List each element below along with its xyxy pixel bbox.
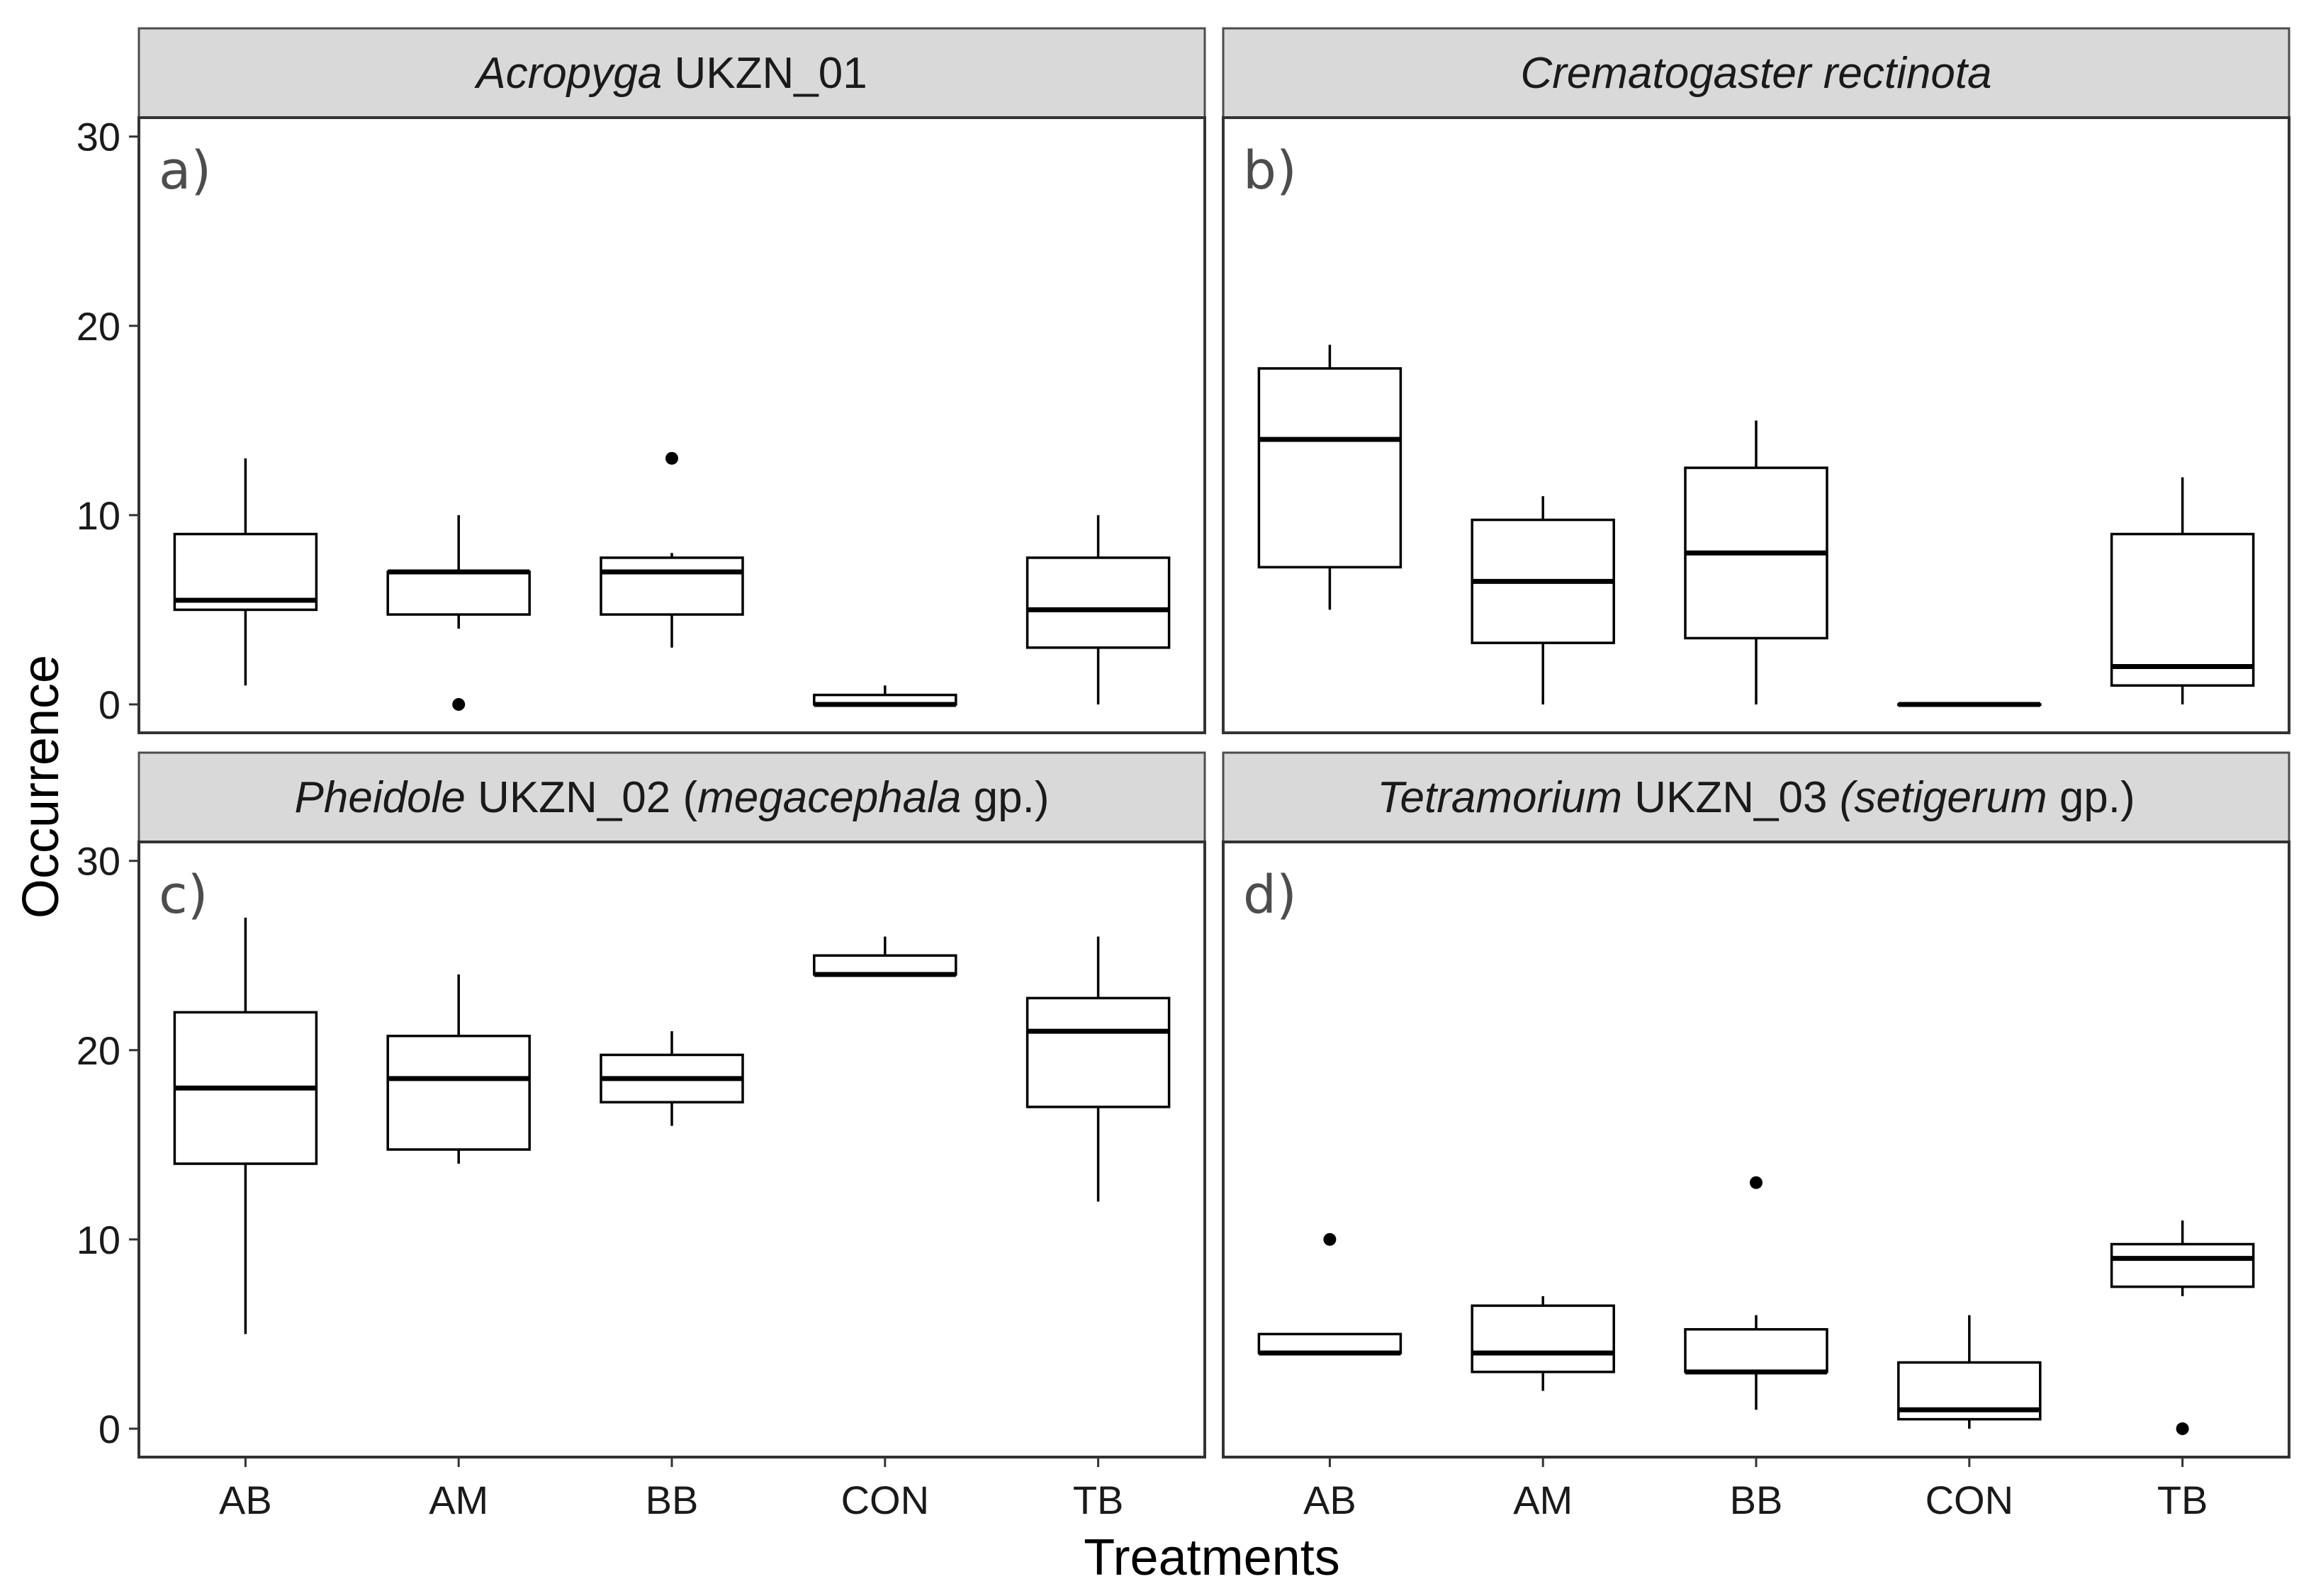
x-tick-label: TB — [1073, 1478, 1124, 1522]
box-bb — [1684, 1176, 1828, 1410]
panel-title-part: megacephala — [697, 773, 961, 822]
iqr-box — [2110, 1242, 2255, 1288]
box-con — [1897, 702, 2042, 707]
box-ab — [1257, 1232, 1402, 1356]
iqr-box — [1257, 1332, 1402, 1354]
x-tick-label: AB — [219, 1478, 272, 1522]
y-tick-label: 0 — [99, 682, 120, 727]
panel-4: Tetramorium UKZN_03 (setigerum gp.) d) AB A… — [1222, 751, 2290, 1522]
outlier-point — [1323, 1232, 1337, 1246]
panel-tag: d) — [1243, 865, 1297, 926]
box-bb — [600, 1031, 744, 1126]
box-tb — [2110, 1220, 2255, 1435]
panel-strip — [1222, 27, 2290, 119]
y-tick-label: 20 — [77, 304, 120, 349]
outlier-point — [1750, 1176, 1763, 1189]
y-tick-label: 30 — [77, 115, 120, 159]
box-am — [386, 515, 531, 711]
box-am — [1471, 1296, 1615, 1391]
facet-panels: Acropyga UKZN_01 a) 0 10 20 30 Crematogaster r… — [77, 27, 2290, 1522]
y-tick-label: 10 — [77, 493, 120, 538]
outlier-point — [665, 451, 678, 465]
panel-tag: b) — [1243, 140, 1297, 201]
box-con — [813, 936, 957, 977]
y-tick-label: 0 — [99, 1407, 120, 1451]
panel-3: Pheidole UKZN_02 (megacephala gp.) c) 0 10 2… — [77, 751, 1206, 1522]
box-tb — [1025, 515, 1171, 704]
box-am — [1471, 496, 1615, 704]
box-con — [1897, 1315, 2042, 1429]
panel-title-part: (setigerum — [1840, 773, 2047, 822]
x-tick-label: BB — [1730, 1478, 1783, 1522]
y-tick-label: 20 — [77, 1028, 120, 1073]
iqr-box — [1025, 996, 1171, 1108]
panel-title-part: Tetramorium — [1377, 773, 1622, 822]
box-tb — [2110, 477, 2255, 704]
box-con — [813, 685, 957, 707]
iqr-box — [173, 532, 318, 612]
box-bb — [1684, 420, 1828, 704]
outlier-point — [2176, 1422, 2189, 1435]
panel-title: Tetramorium UKZN_03 (setigerum gp.) — [1377, 773, 2135, 822]
box-bb — [600, 451, 744, 648]
iqr-box — [600, 556, 744, 616]
panel-title-part: gp.) — [2047, 773, 2135, 822]
panel-title-part: UKZN_03 — [1622, 773, 1840, 822]
iqr-box — [2110, 532, 2255, 687]
panel-strip — [137, 27, 1206, 119]
iqr-box — [813, 954, 957, 976]
box-ab — [1257, 344, 1402, 610]
y-tick-label: 10 — [77, 1218, 120, 1262]
box-tb — [1025, 936, 1171, 1202]
x-tick-label: BB — [646, 1478, 699, 1522]
panel-title-part: Crematogaster rectinota — [1520, 49, 1991, 98]
iqr-box — [386, 1035, 531, 1151]
panel-strip — [137, 751, 1206, 843]
x-tick-label: AM — [1513, 1478, 1573, 1522]
panel-title: Crematogaster rectinota — [1520, 49, 1991, 98]
x-tick-label: CON — [1926, 1478, 2013, 1522]
panel-tag: c) — [159, 865, 208, 926]
y-tick-label: 30 — [77, 839, 120, 884]
panel-1: Acropyga UKZN_01 a) 0 10 20 30 — [77, 27, 1206, 734]
panel-title-part: Acropyga — [473, 49, 662, 98]
iqr-box — [1471, 1304, 1615, 1373]
iqr-box — [386, 571, 531, 616]
box-ab — [173, 458, 318, 686]
iqr-box — [1025, 556, 1171, 649]
x-axis-title: Treatments — [1084, 1529, 1339, 1586]
x-tick-label: AM — [429, 1478, 488, 1522]
panel-2: Crematogaster rectinota b) — [1222, 27, 2290, 734]
box-am — [386, 974, 531, 1164]
panel-title-part: gp.) — [961, 773, 1049, 822]
x-tick-label: CON — [841, 1478, 929, 1522]
panel-title-part: UKZN_01 — [662, 49, 867, 98]
panel-title-part: UKZN_02 ( — [466, 773, 698, 822]
panel-tag: a) — [159, 140, 211, 201]
box-ab — [173, 917, 318, 1334]
panel-title: Pheidole UKZN_02 (megacephala gp.) — [295, 773, 1050, 822]
iqr-box — [1684, 1327, 1828, 1373]
iqr-box — [1257, 367, 1402, 569]
x-tick-label: AB — [1303, 1478, 1356, 1522]
panel-title: Acropyga UKZN_01 — [473, 49, 867, 98]
x-tick-label: TB — [2157, 1478, 2208, 1522]
outlier-point — [452, 697, 466, 711]
y-axis-title: Occurrence — [13, 655, 69, 918]
panel-title-part: Pheidole — [295, 773, 466, 822]
